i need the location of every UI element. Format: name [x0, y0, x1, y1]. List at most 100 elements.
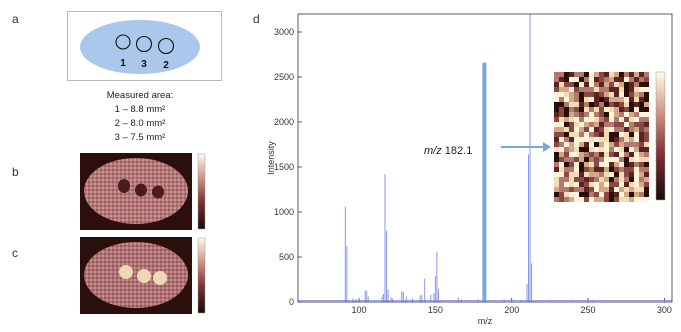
inset-pixel	[554, 102, 559, 107]
inset-pixel	[584, 182, 589, 187]
inset-pixel	[629, 197, 634, 202]
inset-pixel	[629, 132, 634, 137]
inset-pixel	[589, 137, 594, 142]
inset-pixel	[589, 122, 594, 127]
inset-pixel	[559, 132, 564, 137]
inset-pixel	[569, 117, 574, 122]
inset-pixel	[604, 137, 609, 142]
inset-pixel	[614, 177, 619, 182]
inset-pixel	[559, 142, 564, 147]
inset-pixel	[594, 182, 599, 187]
inset-pixel	[599, 187, 604, 192]
inset-pixel	[599, 97, 604, 102]
inset-pixel	[584, 197, 589, 202]
inset-pixel	[639, 182, 644, 187]
inset-pixel	[564, 152, 569, 157]
inset-pixel	[619, 122, 624, 127]
inset-pixel	[614, 142, 619, 147]
inset-pixel	[639, 162, 644, 167]
inset-pixel	[629, 172, 634, 177]
inset-pixel	[614, 97, 619, 102]
inset-pixel	[614, 117, 619, 122]
inset-pixel	[629, 72, 634, 77]
inset-pixel	[624, 97, 629, 102]
inset-pixel	[594, 167, 599, 172]
inset-pixel	[639, 122, 644, 127]
x-tick-label: 200	[504, 305, 519, 315]
inset-pixel	[599, 182, 604, 187]
inset-pixel	[599, 167, 604, 172]
y-tick-label: 2500	[274, 72, 294, 82]
inset-pixel	[634, 87, 639, 92]
inset-pixel	[569, 92, 574, 97]
inset-pixel	[599, 117, 604, 122]
inset-pixel	[604, 177, 609, 182]
inset-pixel	[644, 172, 649, 177]
inset-pixel	[564, 197, 569, 202]
inset-pixel	[589, 182, 594, 187]
inset-pixel	[589, 132, 594, 137]
inset-pixel	[639, 187, 644, 192]
panel-c-sample	[84, 242, 188, 308]
inset-pixel	[564, 137, 569, 142]
inset-pixel	[584, 72, 589, 77]
inset-pixel	[569, 122, 574, 127]
region-circle-2	[157, 37, 175, 55]
inset-pixel	[604, 197, 609, 202]
inset-pixel	[604, 87, 609, 92]
inset-pixel	[559, 77, 564, 82]
region-label-3: 3	[141, 59, 147, 70]
inset-pixel	[594, 152, 599, 157]
inset-pixel	[599, 172, 604, 177]
inset-pixel	[629, 152, 634, 157]
panel-c-spot-3	[137, 269, 151, 283]
inset-pixel	[594, 192, 599, 197]
inset-pixel	[644, 147, 649, 152]
inset-pixel	[619, 97, 624, 102]
measured-area-line-1: 1 – 8.8 mm²	[114, 104, 166, 115]
inset-pixel	[614, 147, 619, 152]
inset-pixel	[609, 187, 614, 192]
inset-pixel	[579, 142, 584, 147]
inset-pixel	[564, 122, 569, 127]
inset-pixel	[559, 187, 564, 192]
inset-pixel	[639, 92, 644, 97]
inset-pixel	[604, 77, 609, 82]
inset-pixel	[629, 192, 634, 197]
inset-pixel	[619, 102, 624, 107]
inset-pixel	[599, 147, 604, 152]
inset-pixel	[584, 142, 589, 147]
inset-pixel	[574, 112, 579, 117]
inset-pixel	[589, 157, 594, 162]
inset-pixel	[634, 182, 639, 187]
panel-b-spot-1	[118, 179, 130, 193]
inset-pixel	[589, 92, 594, 97]
inset-pixel	[644, 117, 649, 122]
inset-pixel	[594, 97, 599, 102]
inset-pixel	[589, 197, 594, 202]
inset-pixel	[559, 152, 564, 157]
inset-pixel	[554, 182, 559, 187]
inset-pixel	[609, 72, 614, 77]
inset-pixel	[584, 152, 589, 157]
inset-pixel	[639, 132, 644, 137]
inset-pixel	[574, 142, 579, 147]
inset-pixel	[604, 122, 609, 127]
inset-pixel	[609, 167, 614, 172]
inset-pixel	[594, 157, 599, 162]
inset-pixel	[609, 172, 614, 177]
inset-pixel	[624, 197, 629, 202]
inset-pixel	[564, 87, 569, 92]
y-tick-label: 3000	[274, 27, 294, 37]
mz-annotation-value: 182.1	[445, 145, 473, 157]
inset-pixel	[639, 97, 644, 102]
inset-pixel	[619, 87, 624, 92]
inset-pixel	[574, 172, 579, 177]
inset-pixel	[609, 137, 614, 142]
inset-pixel	[569, 142, 574, 147]
inset-pixel	[559, 172, 564, 177]
inset-pixel	[604, 147, 609, 152]
inset-pixel	[589, 117, 594, 122]
panel-b-spot-2	[152, 185, 164, 199]
inset-pixel	[569, 97, 574, 102]
